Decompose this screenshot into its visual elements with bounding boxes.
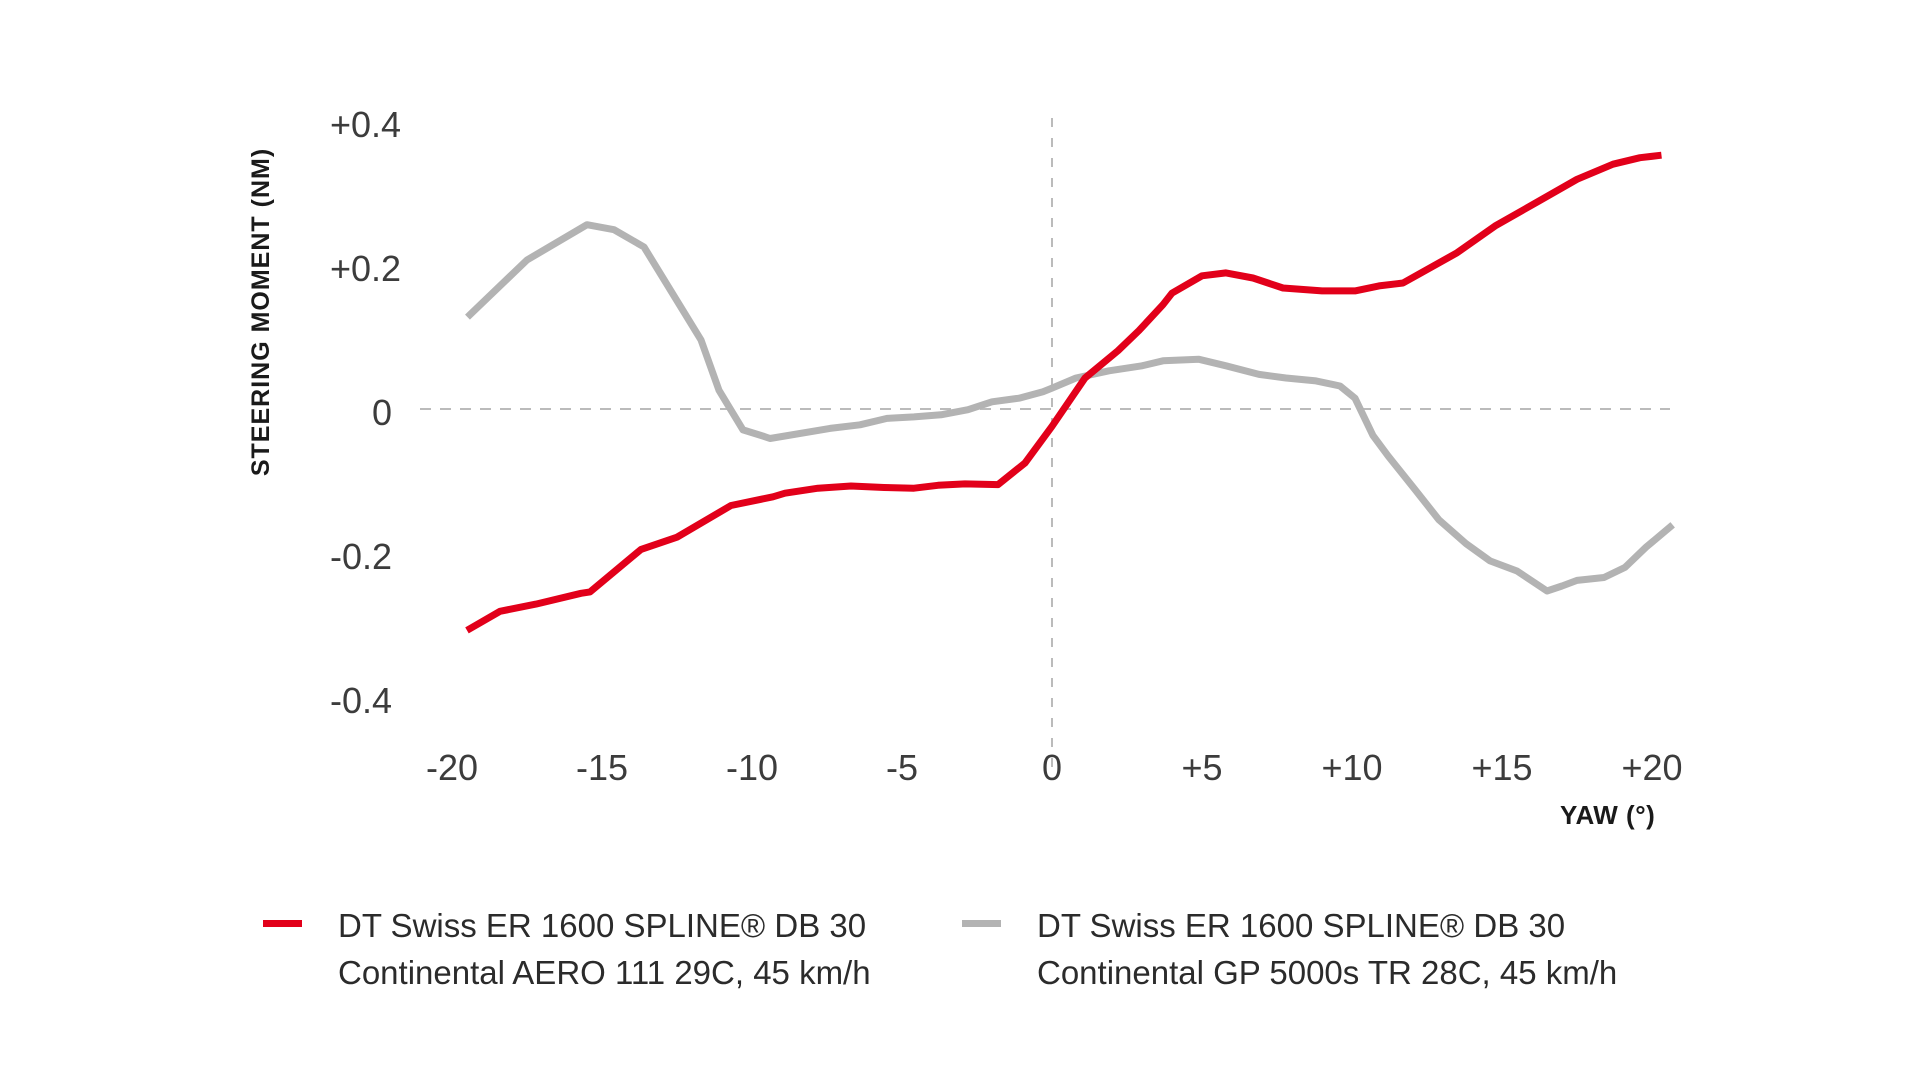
svg-text:STEERING MOMENT (NM): STEERING MOMENT (NM) bbox=[247, 148, 275, 476]
